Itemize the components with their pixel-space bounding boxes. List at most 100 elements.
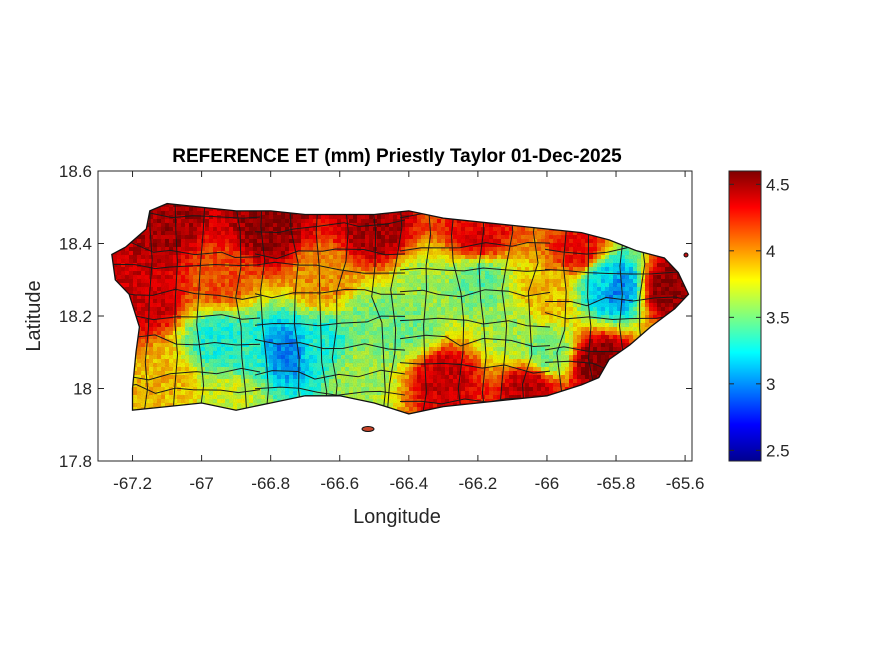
- heat-cell: [309, 311, 314, 316]
- heat-cell: [489, 303, 494, 308]
- heat-cell: [141, 239, 146, 244]
- heat-cell: [521, 295, 526, 300]
- heat-cell: [357, 263, 362, 268]
- heat-cell: [645, 303, 650, 308]
- heat-cell: [245, 323, 250, 328]
- heat-cell: [265, 295, 270, 300]
- heat-cell: [237, 295, 242, 300]
- heat-cell: [381, 219, 386, 224]
- heat-cell: [297, 323, 302, 328]
- heat-cell: [461, 275, 466, 280]
- heat-cell: [165, 255, 170, 260]
- heat-cell: [277, 299, 282, 304]
- heat-cell: [377, 227, 382, 232]
- heat-cell: [469, 239, 474, 244]
- heat-cell: [177, 323, 182, 328]
- heat-cell: [369, 279, 374, 284]
- heat-cell: [169, 235, 174, 240]
- heat-cell: [505, 235, 510, 240]
- heat-cell: [517, 259, 522, 264]
- heat-cell: [377, 295, 382, 300]
- heat-cell: [401, 295, 406, 300]
- heat-cell: [549, 235, 554, 240]
- heat-cell: [633, 319, 638, 324]
- heat-cell: [405, 235, 410, 240]
- heat-cell: [137, 259, 142, 264]
- heat-cell: [529, 267, 534, 272]
- heat-cell: [573, 267, 578, 272]
- heat-cell: [593, 239, 598, 244]
- heat-cell: [625, 291, 630, 296]
- heat-cell: [261, 255, 266, 260]
- heat-cell: [269, 275, 274, 280]
- heat-cell: [525, 271, 530, 276]
- heat-cell: [213, 299, 218, 304]
- heat-cell: [681, 291, 686, 296]
- heat-cell: [605, 307, 610, 312]
- heat-cell: [233, 279, 238, 284]
- heat-cell: [205, 259, 210, 264]
- heat-cell: [541, 299, 546, 304]
- heat-cell: [169, 327, 174, 332]
- heat-cell: [201, 307, 206, 312]
- heat-cell: [525, 303, 530, 308]
- heat-cell: [157, 327, 162, 332]
- heat-cell: [197, 323, 202, 328]
- heat-cell: [345, 215, 350, 220]
- heat-cell: [277, 247, 282, 252]
- heat-cell: [281, 263, 286, 268]
- heat-cell: [421, 267, 426, 272]
- heat-cell: [465, 279, 470, 284]
- heat-cell: [385, 319, 390, 324]
- heat-cell: [225, 223, 230, 228]
- heat-cell: [397, 259, 402, 264]
- heat-cell: [169, 271, 174, 276]
- heat-cell: [389, 243, 394, 248]
- heat-cell: [321, 307, 326, 312]
- heat-cell: [633, 255, 638, 260]
- heat-cell: [349, 279, 354, 284]
- heat-cell: [557, 263, 562, 268]
- heat-cell: [401, 291, 406, 296]
- heat-cell: [621, 299, 626, 304]
- heat-cell: [485, 247, 490, 252]
- heat-cell: [449, 271, 454, 276]
- heat-cell: [425, 271, 430, 276]
- heat-cell: [341, 227, 346, 232]
- heat-cell: [281, 215, 286, 220]
- heat-cell: [605, 267, 610, 272]
- heat-cell: [233, 275, 238, 280]
- heat-cell: [513, 255, 518, 260]
- heat-cell: [537, 259, 542, 264]
- heat-cell: [389, 287, 394, 292]
- heat-cell: [393, 307, 398, 312]
- heat-cell: [625, 295, 630, 300]
- heat-cell: [169, 295, 174, 300]
- heat-cell: [485, 295, 490, 300]
- heat-cell: [597, 303, 602, 308]
- heat-cell: [653, 291, 658, 296]
- heat-cell: [225, 303, 230, 308]
- heat-cell: [553, 311, 558, 316]
- heat-cell: [645, 319, 650, 324]
- heat-cell: [533, 283, 538, 288]
- heat-cell: [661, 263, 666, 268]
- heat-cell: [337, 279, 342, 284]
- heat-cell: [493, 315, 498, 320]
- heat-cell: [293, 215, 298, 220]
- heat-cell: [177, 287, 182, 292]
- heat-cell: [465, 295, 470, 300]
- heat-cell: [537, 327, 542, 332]
- heat-cell: [345, 263, 350, 268]
- heat-cell: [577, 287, 582, 292]
- heat-cell: [485, 323, 490, 328]
- heat-cell: [645, 299, 650, 304]
- heat-cell: [509, 275, 514, 280]
- heat-cell: [525, 291, 530, 296]
- heat-cell: [153, 287, 158, 292]
- heat-cell: [517, 235, 522, 240]
- heat-cell: [405, 311, 410, 316]
- heat-cell: [241, 287, 246, 292]
- heat-cell: [253, 247, 258, 252]
- heat-cell: [237, 243, 242, 248]
